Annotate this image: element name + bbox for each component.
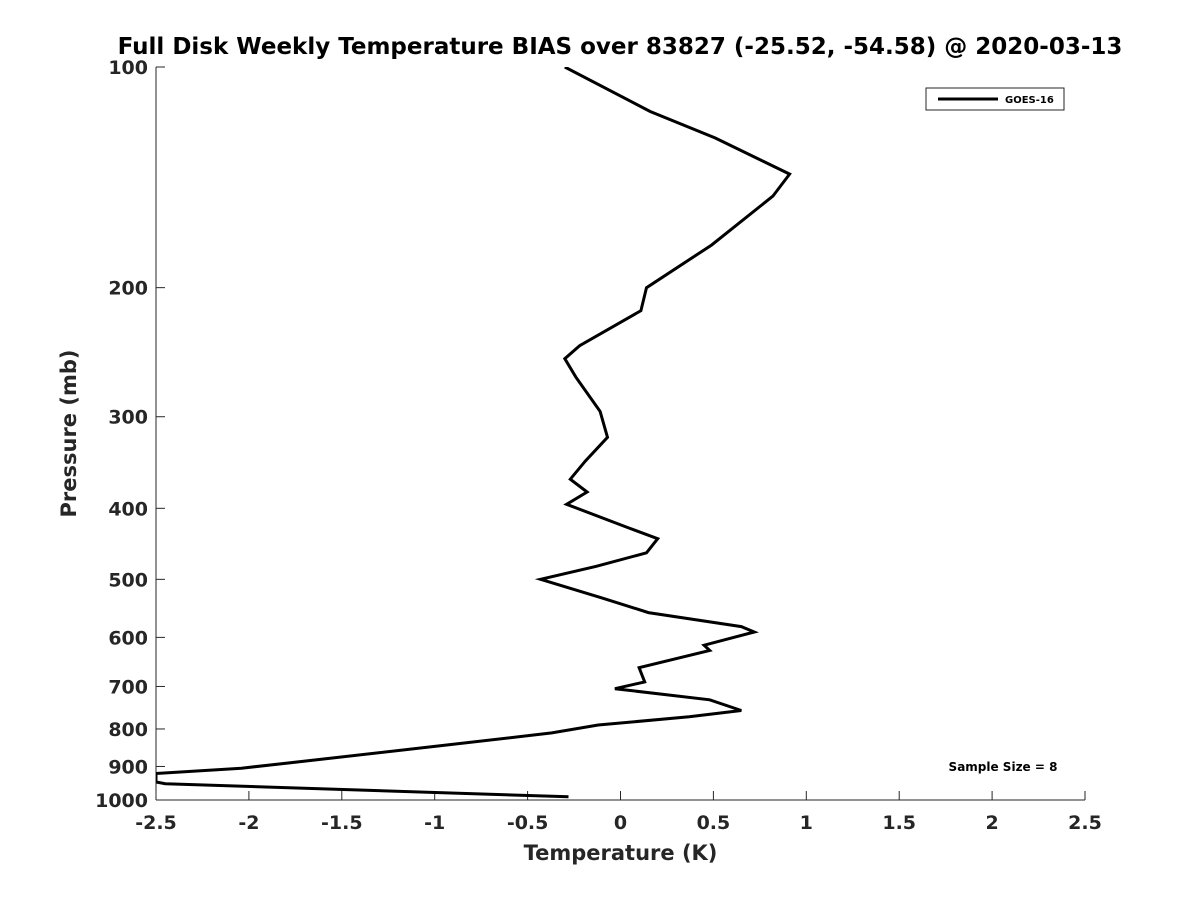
x-tick-label: 1.5 <box>882 812 916 834</box>
legend: GOES-16 <box>925 87 1065 111</box>
x-tick-label: -2.5 <box>135 812 177 834</box>
y-axis-label: Pressure (mb) <box>57 350 81 518</box>
x-tick-label: 0 <box>614 812 627 834</box>
x-axis-label: Temperature (K) <box>524 841 718 865</box>
y-tick-label: 800 <box>108 719 148 741</box>
x-tick-label: -1.5 <box>321 812 363 834</box>
x-tick-label: -0.5 <box>507 812 549 834</box>
x-tick-label: 1 <box>800 812 813 834</box>
chart-title: Full Disk Weekly Temperature BIAS over 8… <box>118 34 1123 60</box>
y-tick-label: 900 <box>108 756 148 778</box>
y-tick-label: 500 <box>108 569 148 591</box>
y-tick-label: 700 <box>108 676 148 698</box>
x-tick-label: -2 <box>238 812 259 834</box>
x-axis-ticks: -2.5 -2 -1.5 -1 -0.5 0 0.5 1 1.5 2 2.5 <box>135 791 1102 834</box>
y-tick-label: 600 <box>108 627 148 649</box>
x-tick-label: 0.5 <box>697 812 731 834</box>
y-tick-label: 200 <box>108 278 148 300</box>
plot-area <box>156 67 792 799</box>
y-tick-label: 100 <box>108 57 148 79</box>
legend-entry-goes-16: GOES-16 <box>1005 95 1054 106</box>
y-axis-ticks: 100 200 300 400 500 600 700 800 900 1000 <box>95 57 165 812</box>
x-tick-label: -1 <box>424 812 445 834</box>
series-line-goes-16 <box>156 67 792 799</box>
y-tick-label: 300 <box>108 407 148 429</box>
y-tick-label: 1000 <box>95 790 148 812</box>
x-tick-label: 2.5 <box>1068 812 1102 834</box>
y-tick-label: 400 <box>108 498 148 520</box>
sample-size-annotation: Sample Size = 8 <box>949 760 1058 774</box>
x-tick-label: 2 <box>985 812 998 834</box>
